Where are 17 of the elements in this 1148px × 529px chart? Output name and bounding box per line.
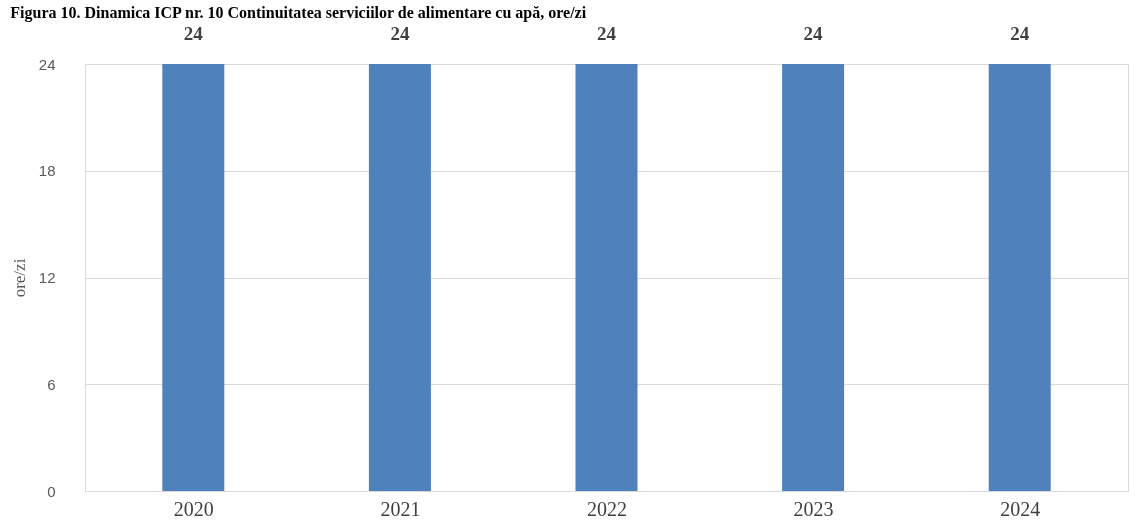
- x-tick-label: 2020: [173, 497, 214, 520]
- y-tick-label: 0: [47, 482, 56, 500]
- data-label: 24: [1010, 23, 1030, 44]
- y-axis-title: ore/zi: [9, 258, 29, 298]
- data-label: 24: [803, 23, 824, 44]
- data-label: 24: [390, 23, 410, 44]
- y-tick-label: 18: [38, 162, 56, 180]
- x-tick-label: 2022: [587, 497, 627, 520]
- data-label: 24: [597, 23, 617, 44]
- x-tick-label: 2023: [793, 497, 834, 520]
- x-tick-label: 2024: [1000, 497, 1041, 520]
- data-label: 24: [183, 23, 204, 44]
- y-tick-label: 24: [38, 55, 56, 73]
- y-tick-label: 12: [38, 269, 56, 286]
- x-tick-label: 2021: [380, 497, 421, 520]
- y-tick-label: 6: [47, 375, 56, 393]
- chart-title: Figura 10. Dinamica ICP nr. 10 Continuitatea serviciilor de alimentare cu apă, ore/zi: [10, 4, 587, 22]
